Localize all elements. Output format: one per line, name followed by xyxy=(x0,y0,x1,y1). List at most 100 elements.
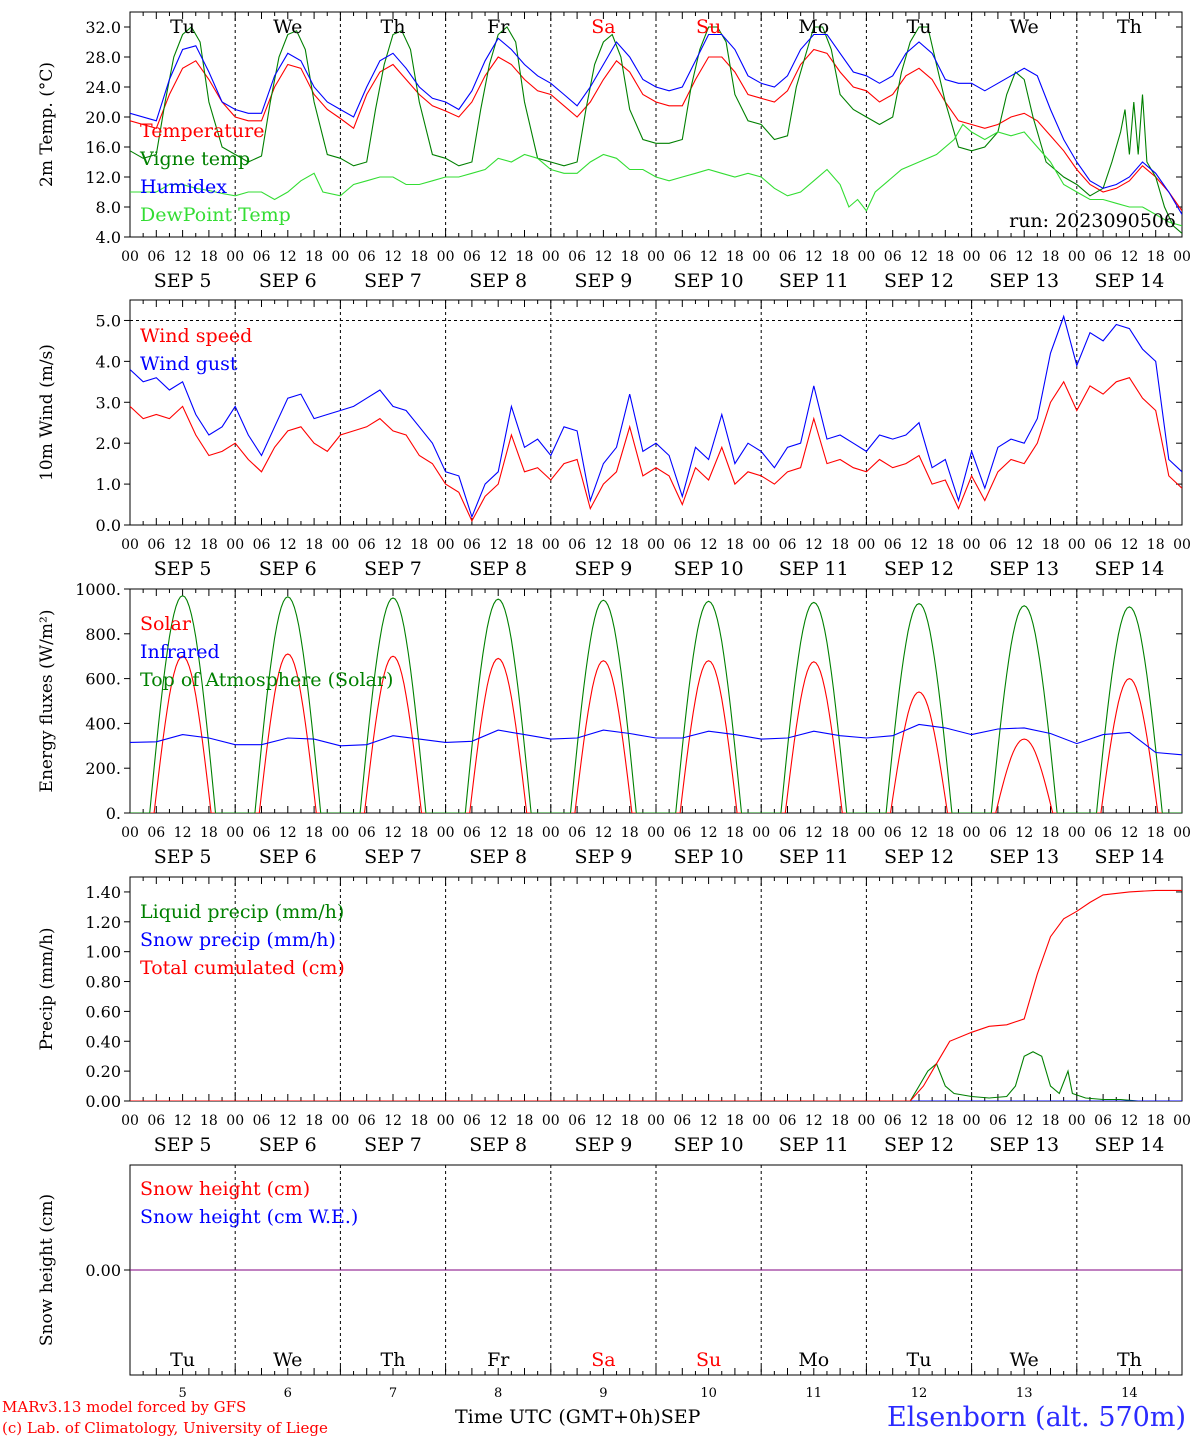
hour-label: 12 xyxy=(910,249,928,265)
series-wind-gust xyxy=(130,314,1182,519)
hour-label: 00 xyxy=(226,537,244,553)
hour-label: 06 xyxy=(568,825,586,841)
legend-entry: Vigne temp xyxy=(139,148,250,170)
y-tick-label: 0.40 xyxy=(85,1032,121,1051)
hour-label: 18 xyxy=(1042,537,1060,553)
date-label: SEP 11 xyxy=(779,1134,849,1156)
y-tick-label: 4.0 xyxy=(96,228,121,247)
date-label: SEP 5 xyxy=(154,846,212,868)
hour-label: 00 xyxy=(647,537,665,553)
hour-label: 00 xyxy=(542,249,560,265)
weekday-label: We xyxy=(1010,1349,1039,1371)
hour-label: 18 xyxy=(516,825,534,841)
hour-label: 12 xyxy=(384,1113,402,1129)
hour-label: 18 xyxy=(1042,1113,1060,1129)
hour-label: 00 xyxy=(437,537,455,553)
day-number: 11 xyxy=(806,1386,823,1401)
series-wind-speed xyxy=(130,377,1182,523)
hour-label: 18 xyxy=(1042,825,1060,841)
day-number: 6 xyxy=(284,1386,292,1401)
hour-label: 12 xyxy=(489,537,507,553)
hour-label: 18 xyxy=(516,249,534,265)
legend-entry: Wind speed xyxy=(140,325,252,347)
date-label: SEP 11 xyxy=(779,270,849,292)
hour-label: 12 xyxy=(594,1113,612,1129)
hour-label: 06 xyxy=(147,1113,165,1129)
hour-label: 00 xyxy=(1173,825,1191,841)
y-tick-label: 0.20 xyxy=(85,1062,121,1081)
hour-label: 12 xyxy=(174,249,192,265)
hour-label: 06 xyxy=(568,249,586,265)
hour-label: 06 xyxy=(779,537,797,553)
hour-label: 18 xyxy=(621,249,639,265)
day-number: 14 xyxy=(1121,1386,1138,1401)
hour-label: 12 xyxy=(700,249,718,265)
day-number: 5 xyxy=(178,1386,186,1401)
hour-label: 18 xyxy=(726,825,744,841)
date-label: SEP 14 xyxy=(1094,558,1164,580)
hour-label: 00 xyxy=(647,825,665,841)
hour-label: 00 xyxy=(963,249,981,265)
hour-label: 18 xyxy=(1042,249,1060,265)
hour-label: 00 xyxy=(752,249,770,265)
date-label: SEP 5 xyxy=(154,1134,212,1156)
date-label: SEP 7 xyxy=(364,846,422,868)
date-label: SEP 7 xyxy=(364,558,422,580)
date-label: SEP 12 xyxy=(884,846,954,868)
y-tick-label: 8.0 xyxy=(96,198,121,217)
hour-label: 18 xyxy=(200,249,218,265)
hour-label: 12 xyxy=(910,1113,928,1129)
hour-label: 00 xyxy=(963,1113,981,1129)
hour-label: 06 xyxy=(779,1113,797,1129)
series-top-of-atmosphere-solar- xyxy=(130,595,1182,813)
legend-entry: Top of Atmosphere (Solar) xyxy=(140,669,393,691)
y-axis-label: 10m Wind (m/s) xyxy=(37,344,57,481)
hour-label: 18 xyxy=(621,537,639,553)
date-label: SEP 5 xyxy=(154,558,212,580)
weekday-label: Fr xyxy=(487,1349,510,1371)
hour-label: 12 xyxy=(594,825,612,841)
legend-entry: Snow height (cm) xyxy=(140,1178,310,1200)
legend-entry: Snow height (cm W.E.) xyxy=(140,1206,358,1228)
hour-label: 06 xyxy=(147,537,165,553)
series-dewpoint-temp xyxy=(130,123,1182,227)
hour-label: 12 xyxy=(700,825,718,841)
hour-label: 18 xyxy=(1147,249,1165,265)
y-tick-label: 32.0 xyxy=(85,18,121,37)
y-tick-label: 1.0 xyxy=(96,475,121,494)
hour-label: 12 xyxy=(384,249,402,265)
hour-label: 00 xyxy=(331,537,349,553)
model-credit: MARv3.13 model forced by GFS xyxy=(2,1398,247,1416)
date-label: SEP 13 xyxy=(989,846,1059,868)
hour-label: 06 xyxy=(358,825,376,841)
hour-label: 06 xyxy=(673,249,691,265)
hour-label: 06 xyxy=(779,825,797,841)
panel-energy: 0. 200. 400. 600. 800. 1000. Energy fluxes (W/… xyxy=(37,580,1191,868)
hour-label: 12 xyxy=(805,1113,823,1129)
hour-label: 00 xyxy=(857,249,875,265)
date-label: SEP 6 xyxy=(259,1134,317,1156)
plot-area xyxy=(130,889,1182,1101)
y-tick-label: 0.00 xyxy=(85,1092,121,1111)
weekday-label: Th xyxy=(1117,1349,1142,1371)
panel-wind: 0.0 1.0 2.0 3.0 4.0 5.0 10m Wind (m/s) Wind spe… xyxy=(37,299,1191,580)
weekday-label: Th xyxy=(381,1349,406,1371)
hour-label: 00 xyxy=(857,1113,875,1129)
panel-frame xyxy=(129,299,1183,526)
date-label: SEP 13 xyxy=(989,270,1059,292)
weekday-label: Su xyxy=(696,16,721,38)
legend-entry: Solar xyxy=(140,613,192,635)
panel-frame xyxy=(129,588,1183,814)
hour-label: 00 xyxy=(857,537,875,553)
station-name: Elsenborn (alt. 570m) xyxy=(887,1402,1186,1433)
hour-label: 06 xyxy=(1094,537,1112,553)
hour-label: 06 xyxy=(884,1113,902,1129)
hour-label: 12 xyxy=(1120,1113,1138,1129)
y-axis-label: 2m Temp. (°C) xyxy=(37,62,57,187)
day-number: 12 xyxy=(911,1386,928,1401)
hour-label: 18 xyxy=(936,1113,954,1129)
date-label: SEP 8 xyxy=(469,846,527,868)
hour-label: 18 xyxy=(200,825,218,841)
hour-label: 18 xyxy=(1147,537,1165,553)
time-axis-label: Time UTC (GMT+0h)SEP xyxy=(455,1406,700,1428)
